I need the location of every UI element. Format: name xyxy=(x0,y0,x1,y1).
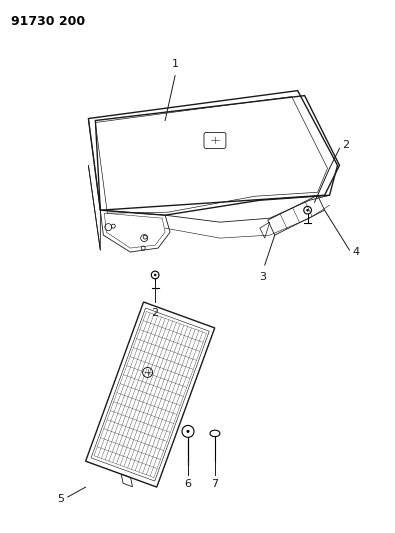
Text: 2: 2 xyxy=(342,140,350,150)
Text: 2: 2 xyxy=(152,308,159,318)
Text: 7: 7 xyxy=(211,479,218,489)
Circle shape xyxy=(186,430,190,433)
Text: 3: 3 xyxy=(259,272,266,282)
Text: 4: 4 xyxy=(352,247,359,257)
Text: 91730 200: 91730 200 xyxy=(11,15,85,28)
Circle shape xyxy=(307,209,308,211)
Circle shape xyxy=(154,274,156,276)
Text: 6: 6 xyxy=(184,479,192,489)
Text: 5: 5 xyxy=(57,494,64,504)
Text: 1: 1 xyxy=(171,59,179,69)
